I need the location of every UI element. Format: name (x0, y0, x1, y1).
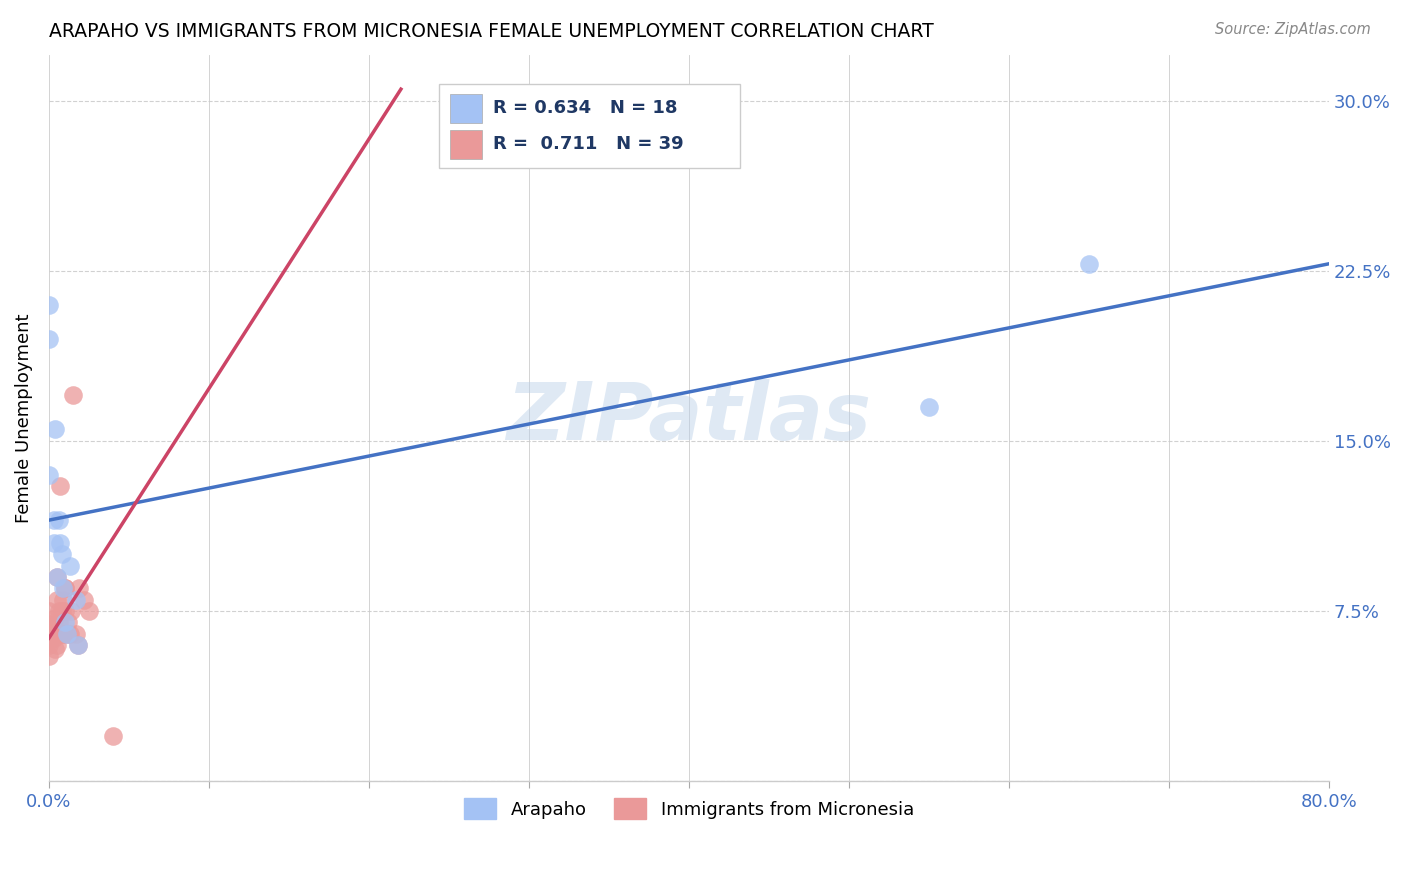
Point (66, 638, 89, 652)
Point (38, 298, 60, 312)
Point (918, 400, 941, 414)
Point (51, 547, 73, 561)
Point (38, 649, 60, 664)
Point (38, 604, 60, 618)
Point (101, 729, 124, 743)
Point (38, 633, 60, 648)
Point (65, 592, 87, 607)
Text: Source: ZipAtlas.com: Source: ZipAtlas.com (1215, 22, 1371, 37)
Point (48, 604, 70, 618)
Point (48, 615, 70, 630)
Point (42, 536, 65, 550)
Point (46, 638, 69, 652)
Point (38, 629, 60, 643)
Point (38, 332, 60, 346)
Point (59, 626, 82, 640)
Point (44, 642, 66, 657)
Point (46, 570, 69, 584)
Point (52, 581, 75, 595)
Point (49, 536, 72, 550)
Point (51, 626, 73, 640)
Point (66, 638, 89, 652)
Point (59, 558, 82, 573)
Point (38, 467, 60, 482)
Point (44, 610, 66, 624)
Point (60, 604, 83, 618)
Point (53, 581, 76, 595)
Point (38, 620, 60, 634)
Point (77, 604, 100, 618)
Point (73, 592, 96, 607)
Point (38, 631, 60, 645)
Point (49, 479, 72, 493)
Point (38, 617, 60, 632)
Point (38, 626, 60, 640)
Point (52, 592, 75, 607)
FancyBboxPatch shape (439, 84, 740, 168)
Point (53, 604, 76, 618)
Point (67, 581, 90, 595)
Point (46, 592, 69, 607)
Point (46, 570, 69, 584)
Point (56, 615, 79, 630)
FancyBboxPatch shape (450, 94, 481, 122)
Point (52, 626, 75, 640)
Point (62, 388, 84, 402)
FancyBboxPatch shape (450, 130, 481, 159)
Text: R = 0.634   N = 18: R = 0.634 N = 18 (494, 99, 678, 117)
Point (517, 104, 540, 119)
Point (65, 626, 87, 640)
Text: ARAPAHO VS IMMIGRANTS FROM MICRONESIA FEMALE UNEMPLOYMENT CORRELATION CHART: ARAPAHO VS IMMIGRANTS FROM MICRONESIA FE… (49, 22, 934, 41)
Point (38, 622, 60, 636)
Point (42, 513, 65, 527)
Point (42, 631, 65, 645)
Point (51, 604, 73, 618)
Point (44, 422, 66, 436)
Point (53, 615, 76, 630)
Text: R =  0.711   N = 39: R = 0.711 N = 39 (494, 136, 683, 153)
Legend: Arapaho, Immigrants from Micronesia: Arapaho, Immigrants from Micronesia (457, 791, 921, 826)
Y-axis label: Female Unemployment: Female Unemployment (15, 313, 32, 523)
Point (55, 626, 77, 640)
Text: ZIPatlas: ZIPatlas (506, 379, 872, 457)
Point (55, 626, 77, 640)
Point (48, 513, 70, 527)
Point (53, 581, 76, 595)
Point (42, 620, 65, 634)
Point (38, 638, 60, 652)
Point (1077, 257, 1099, 271)
